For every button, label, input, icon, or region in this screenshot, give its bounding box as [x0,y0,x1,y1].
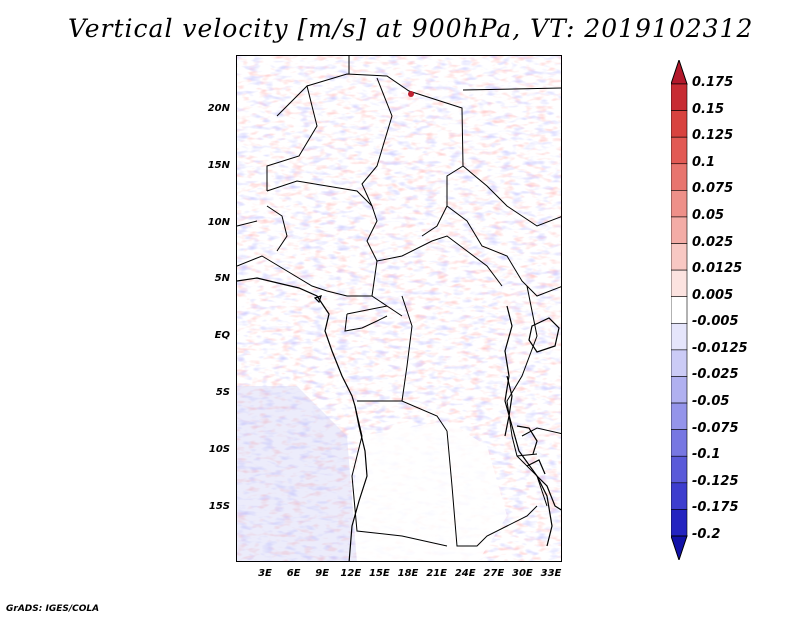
lat-tick-label: 5S [215,387,230,398]
colorbar-level-label: -0.005 [692,314,739,330]
colorbar-level-label: 0.175 [692,75,734,90]
lon-tick-label: 3E [258,568,272,579]
colorbar-box [671,190,688,218]
colorbar-box [671,216,688,244]
colorbar-level-label: -0.175 [692,500,739,516]
colorbar-level-label: 0.025 [692,234,734,250]
colorbar-level-label: -0.125 [692,473,739,489]
lat-tick-label: 10S [208,443,230,455]
country-borders [237,56,561,547]
colorbar-level-label: 0.075 [692,181,734,197]
lon-tick-label: 9E [315,568,330,579]
colorbar-box [671,83,688,111]
lon-tick-label: 21E [426,568,447,579]
lat-tick-label: 20N [207,103,230,114]
colorbar-level-label: 0.005 [692,287,734,303]
coastline [237,277,561,561]
colorbar-level-label: -0.05 [692,394,730,410]
lat-tick-label: 15N [207,159,230,171]
lon-tick-label: 18E [397,568,419,579]
strong-updraft-spot [408,91,414,97]
lon-tick-label: 33E [540,568,562,579]
lon-tick-label: 15E [369,568,390,579]
colorbar-level-label: -0.0125 [692,340,748,356]
colorbar-box [671,269,688,298]
lon-tick-label: 27E [483,568,505,579]
colorbar-box [671,455,688,484]
lakes [313,295,560,547]
colorbar-level-label: -0.2 [692,527,721,542]
colorbar-level-label: -0.025 [692,367,739,383]
colorbar-box [671,163,688,191]
colorbar-box [671,136,688,165]
vertical-velocity-map [236,55,562,562]
lon-tick-label: 30E [512,568,533,579]
lon-tick-label: 12E [340,568,362,579]
colorbar [671,60,688,560]
calm-zone-west [237,386,357,561]
colorbar-top-arrow [671,60,688,85]
lon-tick-label: 6E [286,568,301,579]
colorbar-box [671,429,688,457]
lat-tick-label: 5N [214,273,230,285]
colorbar-level-label: 0.125 [692,128,734,144]
chart-title: Vertical velocity [m/s] at 900hPa, VT: 2… [68,14,754,43]
colorbar-level-label: 0.15 [692,101,725,117]
lat-tick-label: EQ [214,330,230,342]
colorbar-bottom-arrow [671,535,688,560]
colorbar-level-label: 0.05 [692,207,725,223]
colorbar-level-label: -0.1 [692,447,721,463]
credit-text: GrADS: IGES/COLA [6,604,100,614]
colorbar-level-label: 0.1 [692,154,716,170]
colorbar-box [671,376,688,404]
colorbar-box [671,349,688,377]
colorbar-box [671,110,688,138]
colorbar-box [671,402,688,430]
colorbar-box [671,296,688,324]
lon-tick-label: 24E [454,568,476,579]
colorbar-level-label: 0.0125 [692,261,743,277]
colorbar-box [671,322,688,351]
colorbar-box [671,482,688,510]
calm-zone [352,421,507,561]
lat-tick-label: 10N [207,216,230,228]
colorbar-box [671,509,688,537]
lat-tick-label: 15S [208,500,230,512]
colorbar-box [671,243,688,271]
colorbar-level-label: -0.075 [692,420,739,436]
